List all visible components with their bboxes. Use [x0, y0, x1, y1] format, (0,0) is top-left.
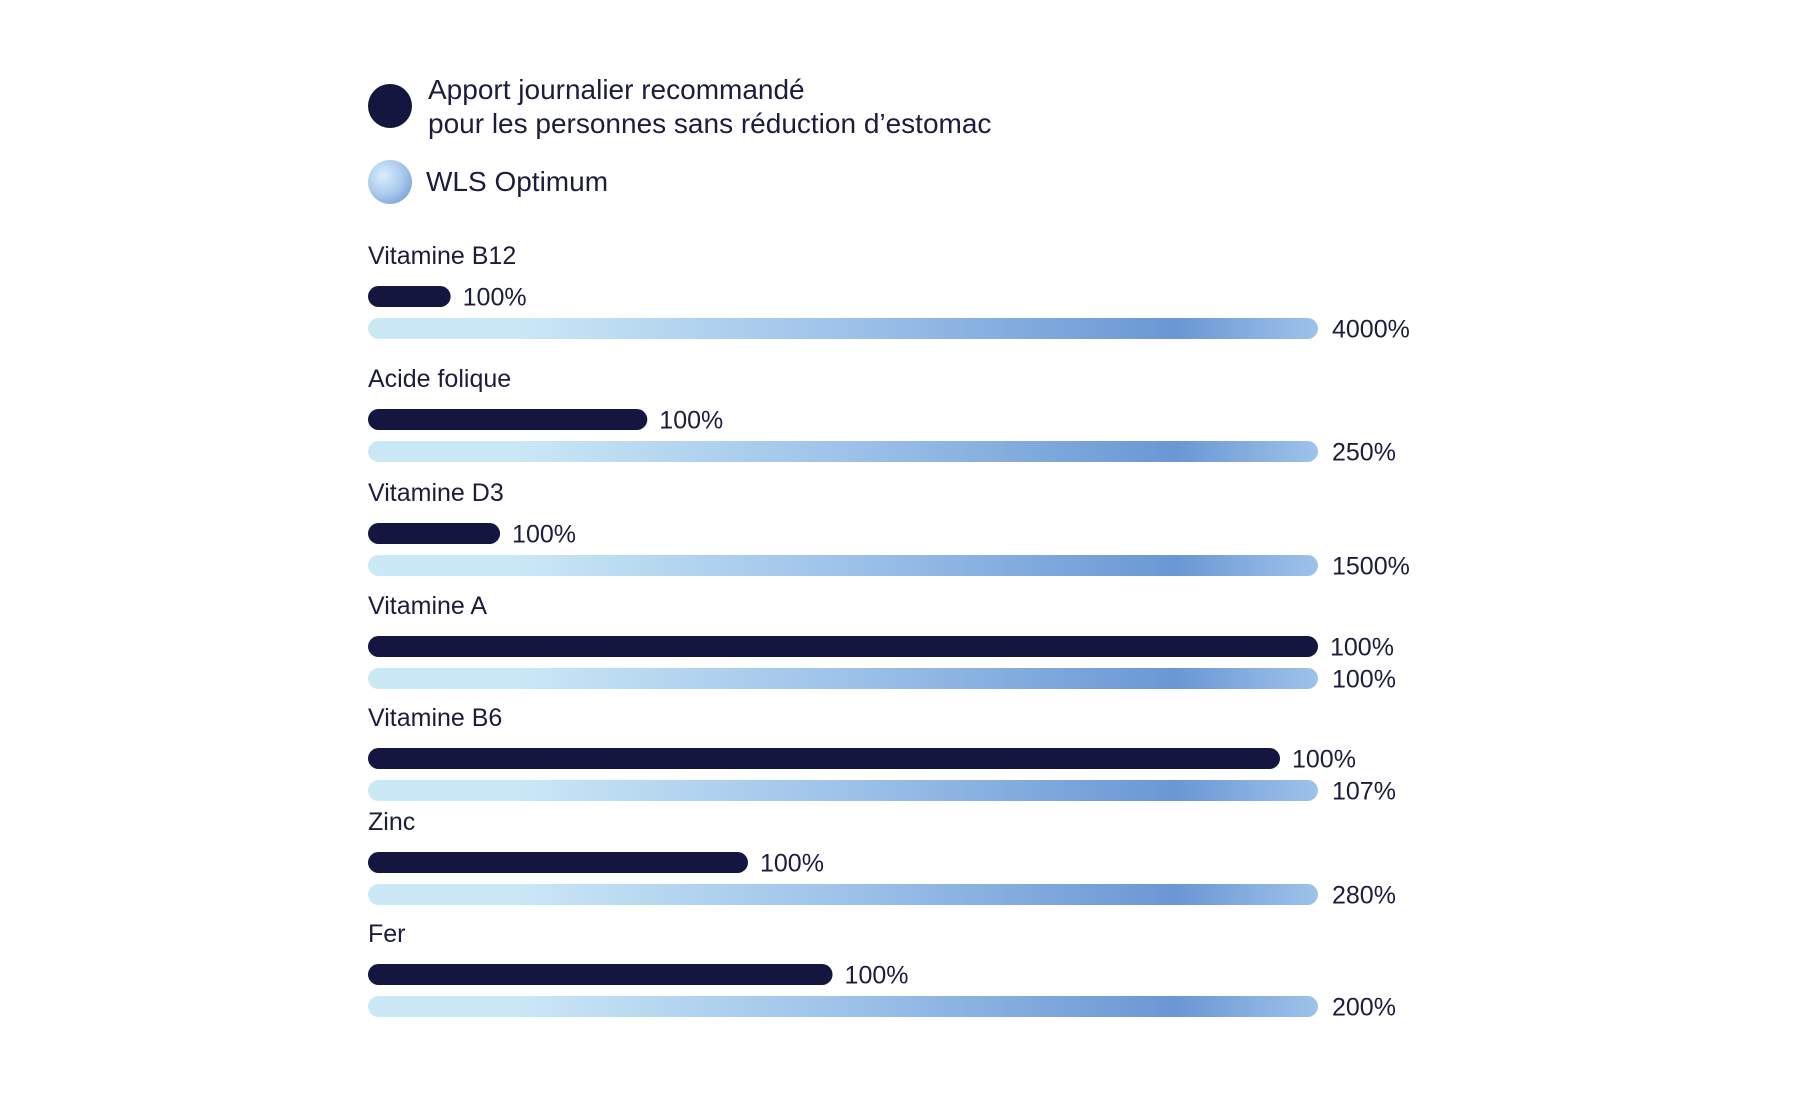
value-label-ajr: 100%: [845, 962, 909, 990]
bar-wls: [368, 668, 1318, 689]
value-label-ajr: 100%: [1330, 634, 1394, 662]
bar-ajr: [368, 636, 1318, 657]
category-label: Vitamine D3: [368, 479, 504, 507]
bar-wls: [368, 996, 1318, 1017]
bar-ajr: [368, 409, 648, 430]
category-label: Zinc: [368, 808, 415, 836]
legend-label-wls: WLS Optimum: [426, 166, 608, 197]
value-label-ajr: 100%: [512, 521, 576, 549]
value-label-ajr: 100%: [760, 850, 824, 878]
value-label-wls: 1500%: [1332, 553, 1410, 581]
value-label-ajr: 100%: [1292, 746, 1356, 774]
value-label-wls: 100%: [1332, 666, 1396, 694]
value-label-wls: 4000%: [1332, 316, 1410, 344]
category-group: Fer 100% 200%: [368, 920, 1396, 1022]
bar-ajr: [368, 748, 1280, 769]
bar-ajr: [368, 852, 748, 873]
bar-ajr: [368, 523, 501, 544]
category-label: Vitamine B6: [368, 704, 502, 732]
value-label-ajr: 100%: [659, 407, 723, 435]
legend-marker-wls: [368, 160, 412, 204]
category-group: Vitamine B12 100% 4000%: [368, 242, 1410, 344]
category-group: Vitamine D3 100% 1500%: [368, 479, 1410, 581]
bar-wls: [368, 318, 1318, 339]
category-group: Vitamine B6 100% 107%: [368, 704, 1396, 806]
bar-wls: [368, 884, 1318, 905]
value-label-wls: 107%: [1332, 778, 1396, 806]
category-group: Vitamine A 100% 100%: [368, 592, 1396, 694]
category-label: Vitamine A: [368, 592, 487, 620]
bar-ajr: [368, 286, 451, 307]
category-label: Vitamine B12: [368, 242, 516, 270]
category-group: Acide folique 100% 250%: [368, 365, 1396, 467]
legend-label-ajr-line2: pour les personnes sans réduction d’esto…: [428, 108, 991, 139]
category-group: Zinc 100% 280%: [368, 808, 1396, 910]
bar-wls: [368, 780, 1318, 801]
category-label: Acide folique: [368, 365, 511, 393]
category-label: Fer: [368, 920, 406, 948]
legend-marker-ajr: [368, 84, 412, 128]
value-label-wls: 280%: [1332, 882, 1396, 910]
value-label-wls: 200%: [1332, 994, 1396, 1022]
bar-ajr: [368, 964, 833, 985]
value-label-wls: 250%: [1332, 439, 1396, 467]
legend-label-ajr-line1: Apport journalier recommandé: [428, 74, 805, 105]
bar-wls: [368, 555, 1318, 576]
value-label-ajr: 100%: [463, 284, 527, 312]
bar-wls: [368, 441, 1318, 462]
